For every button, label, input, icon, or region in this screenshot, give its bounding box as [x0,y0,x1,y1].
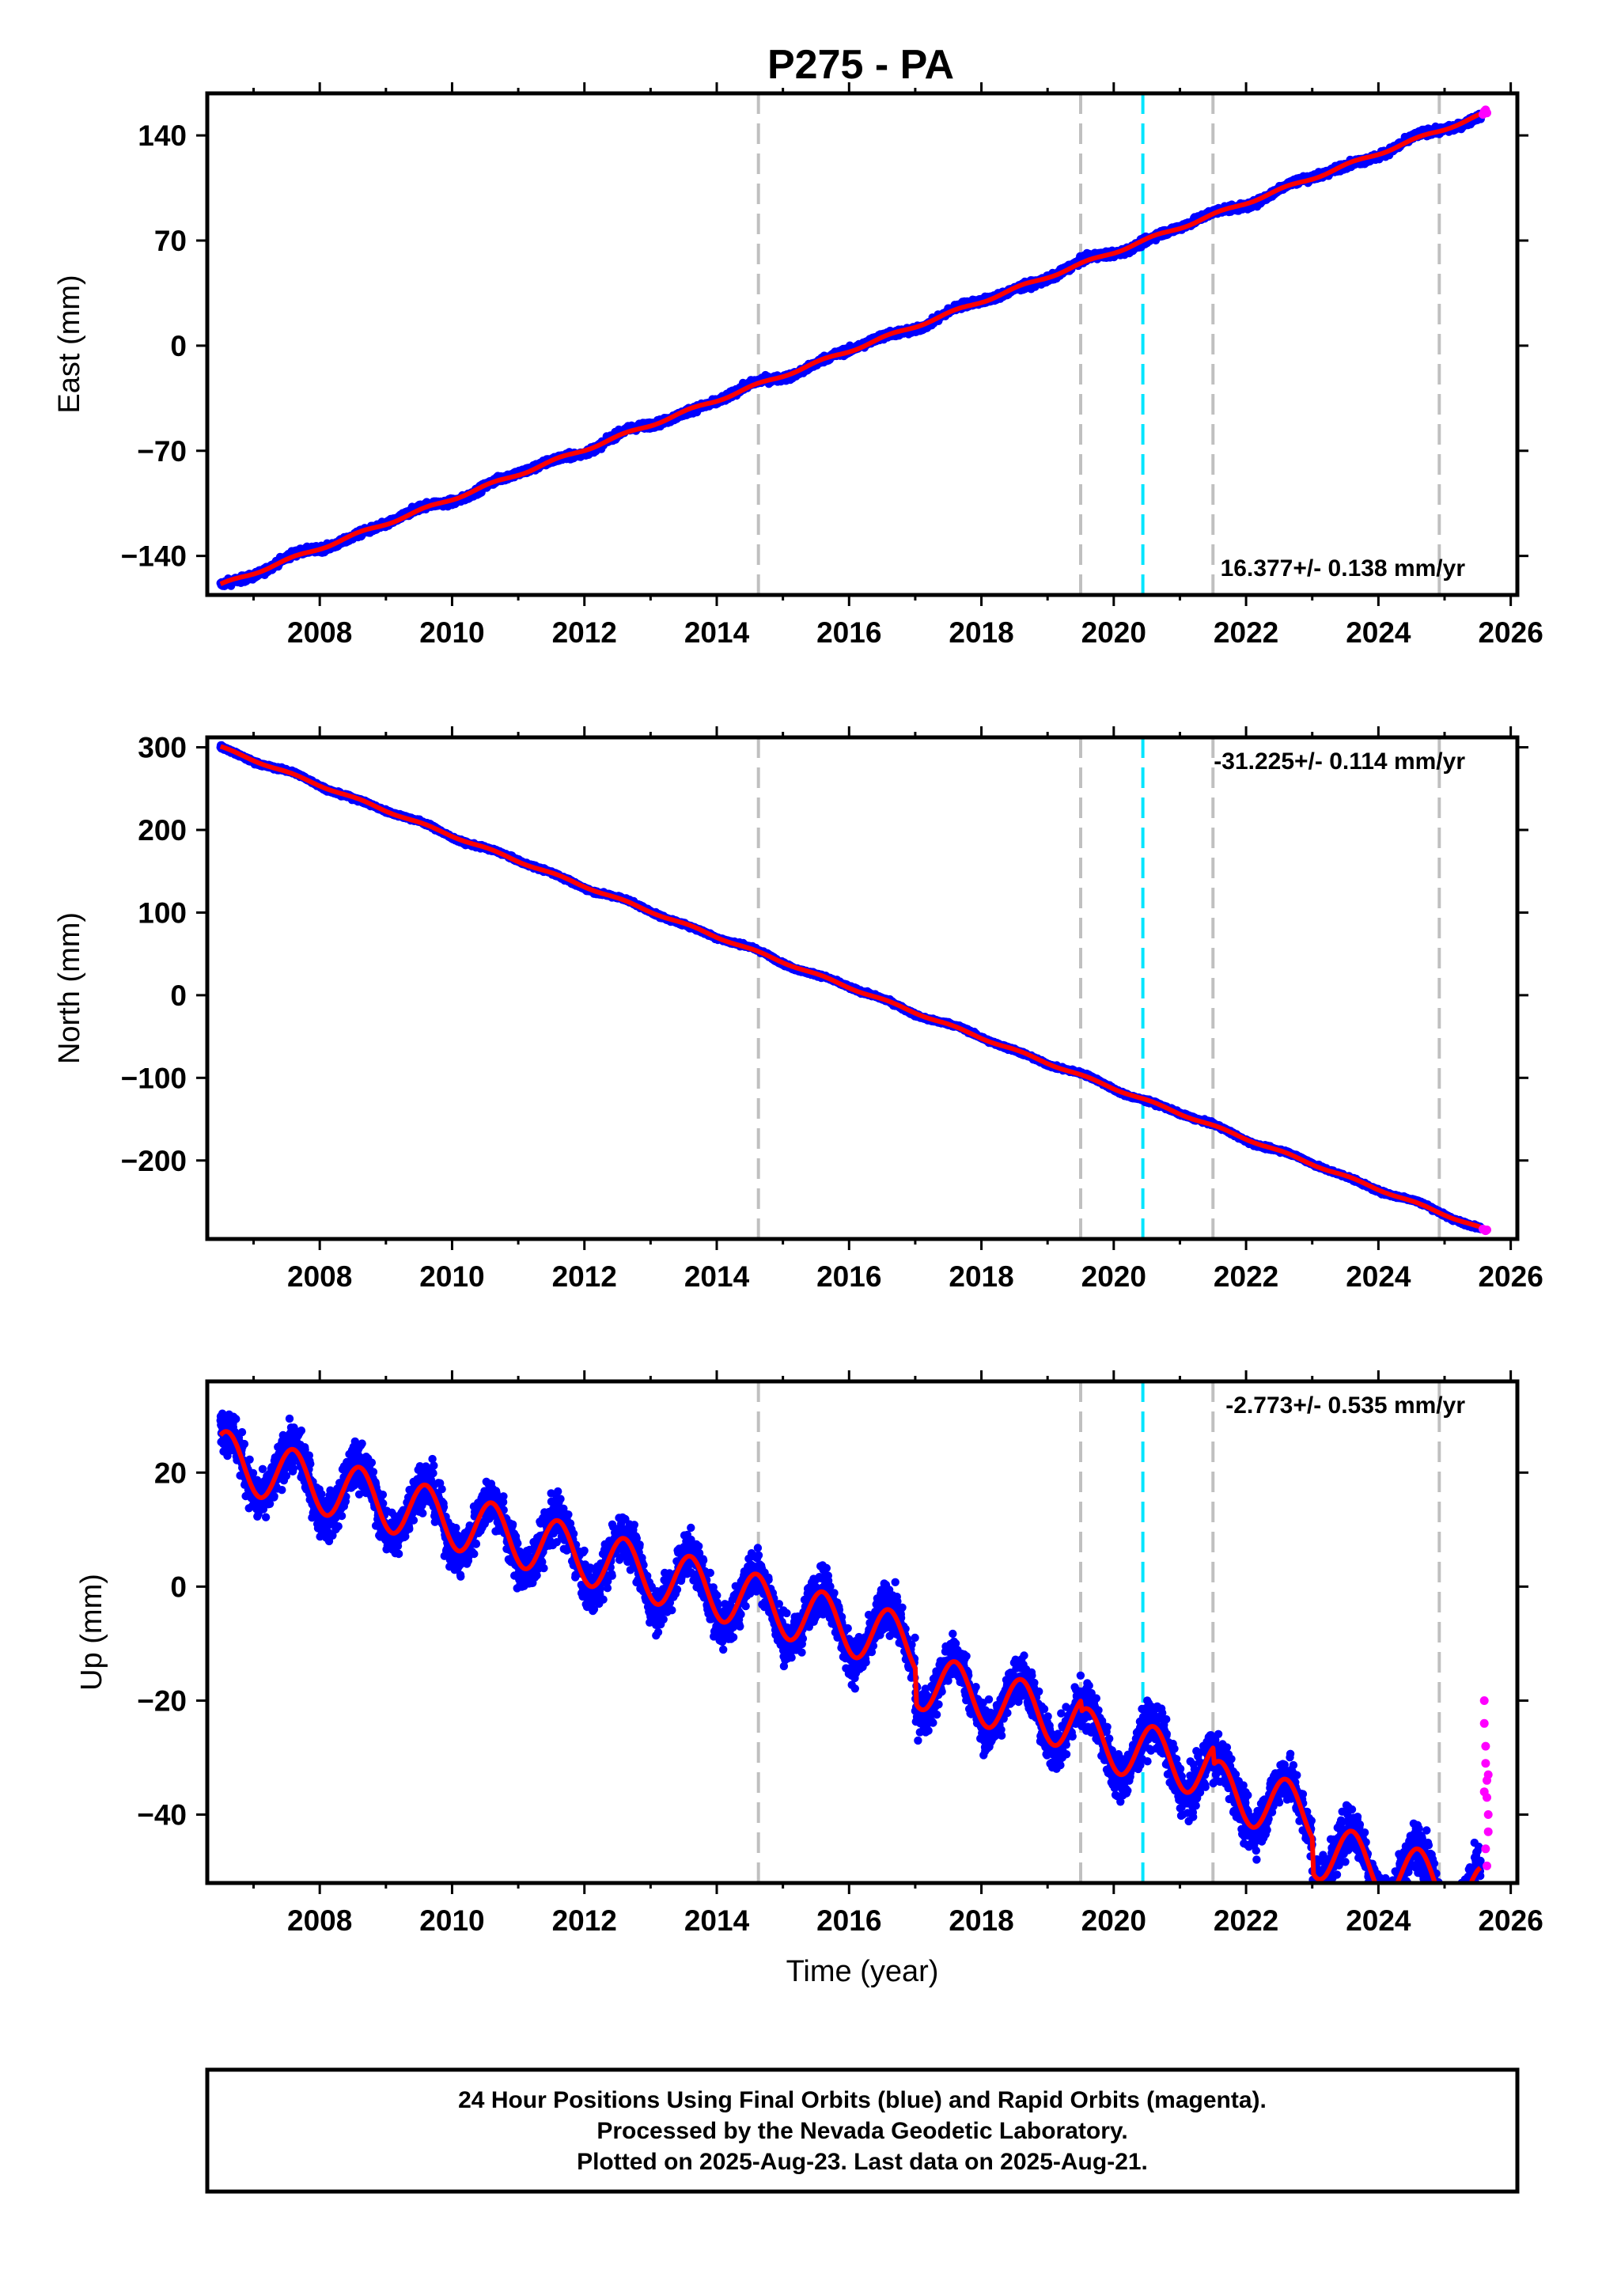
plot-area [216,737,1491,1239]
velocity-label: 16.377+/- 0.138 mm/yr [1221,555,1466,582]
y-tick-label: −140 [121,540,187,573]
x-tick-label: 2008 [287,616,352,649]
rapid-data-point [1483,108,1491,118]
x-tick-label: 2016 [816,616,881,649]
rapid-orbit-points [1479,105,1491,119]
x-tick-label: 2026 [1478,616,1543,649]
x-tick-label: 2012 [552,616,617,649]
y-tick-label: −70 [137,435,187,468]
x-tick-label: 2022 [1214,616,1278,649]
panel-north: 2008 2010 2012 2014 2016 2018 2020 2022 2024 2026… [53,726,1543,1293]
y-tick-label: 140 [138,119,187,152]
x-tick-label: 2020 [1081,616,1146,649]
x-tick-label: 2018 [949,616,1013,649]
panel-east: 2008 2010 2012 2014 2016 2018 2020 2022 2024 2026… [53,82,1543,649]
x-tick-label: 2024 [1346,616,1411,649]
y-tick-label: 70 [154,225,187,257]
x-tick-label: 2010 [419,616,484,649]
chart-title: P275 - PA [767,42,954,88]
y-axis-label: East (mm) [53,275,86,413]
y-tick-label: 0 [170,330,187,362]
x-tick-label: 2014 [684,616,750,649]
plot-area [216,93,1491,595]
panels: 2008 2010 2012 2014 2016 2018 2020 2022 2024 2026… [53,82,1543,1988]
